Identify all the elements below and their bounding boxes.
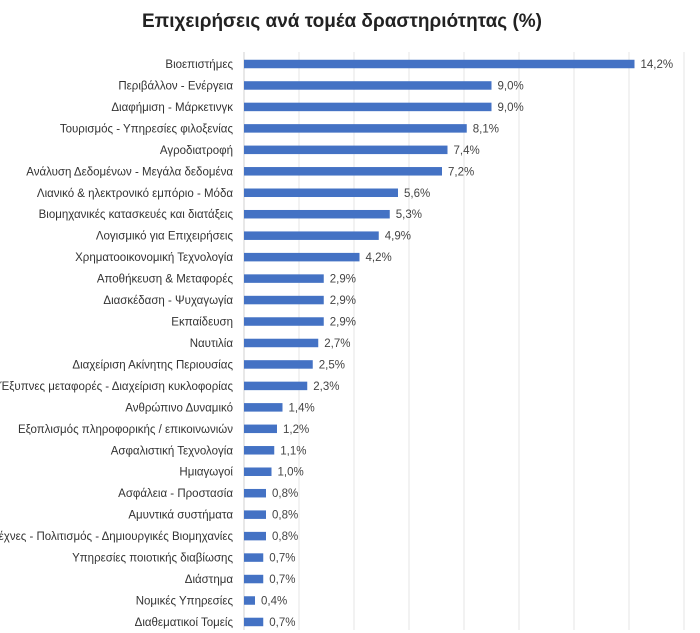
data-label: 0,7%	[269, 553, 295, 565]
category-label: Διάστημα	[185, 574, 234, 586]
bar	[244, 81, 492, 90]
category-label: Ανάλυση Δεδομένων - Μεγάλα δεδομένα	[26, 166, 233, 178]
data-label: 2,9%	[330, 295, 356, 307]
data-label: 7,4%	[454, 145, 480, 157]
bar	[244, 446, 275, 455]
category-label: Διαθεματικοί Τομείς	[135, 617, 234, 629]
data-label: 1,4%	[289, 402, 315, 414]
bars: Βιοεπιστήμες 14,2% Περιβάλλον - Ενέργεια 9,…	[0, 59, 673, 629]
bar	[244, 467, 272, 476]
category-label: Υπηρεσίες ποιοτικής διαβίωσης	[72, 553, 233, 565]
bar	[244, 274, 324, 283]
category-label: Λιανικό & ηλεκτρονικό εμπόριο - Μόδα	[37, 188, 233, 200]
category-label: Ασφαλιστική Τεχνολογία	[111, 445, 234, 457]
bar	[244, 617, 264, 627]
data-label: 1,0%	[278, 467, 304, 479]
bar	[244, 145, 448, 155]
bar	[244, 596, 255, 605]
data-label: 2,9%	[330, 274, 356, 286]
data-label: 2,3%	[313, 381, 339, 393]
bar	[244, 488, 266, 498]
category-label: Νομικές Υπηρεσίες	[136, 596, 234, 608]
bar	[244, 317, 324, 326]
bar	[244, 59, 635, 69]
bar	[244, 295, 324, 305]
data-label: 2,9%	[330, 317, 356, 329]
data-label: 7,2%	[448, 166, 474, 178]
data-label: 2,5%	[319, 359, 345, 371]
data-label: 1,2%	[283, 424, 309, 436]
chart-title: Επιχειρήσεις ανά τομέα δραστηριότητας (%…	[142, 11, 542, 32]
data-label: 0,7%	[269, 574, 295, 586]
category-label: Αγροδιατροφή	[160, 145, 233, 157]
data-label: 1,1%	[280, 445, 306, 457]
bar	[244, 188, 398, 198]
category-label: Λογισμικό για Επιχειρήσεις	[96, 231, 234, 243]
category-label: Περιβάλλον - Ενέργεια	[118, 80, 233, 92]
bar	[244, 381, 308, 391]
data-label: 5,3%	[396, 209, 422, 221]
category-label: Εκπαίδευση	[171, 317, 233, 329]
category-label: Αποθήκευση & Μεταφορές	[97, 274, 234, 286]
bar	[244, 574, 264, 584]
data-label: 0,4%	[261, 596, 287, 608]
data-label: 0,8%	[272, 488, 298, 500]
bar	[244, 124, 467, 133]
bar	[244, 338, 319, 348]
data-label: 9,0%	[498, 102, 524, 114]
data-label: 9,0%	[498, 80, 524, 92]
category-label: Βιοεπιστήμες	[165, 59, 233, 71]
category-label: Διαφήμιση - Μάρκετινγκ	[111, 102, 233, 114]
category-label: Ημιαγωγοί	[179, 467, 233, 479]
category-label: Χρηματοοικονομική Τεχνολογία	[75, 252, 233, 264]
bar	[244, 167, 442, 176]
category-label: Ανθρώπινο Δυναμικό	[125, 402, 233, 414]
data-label: 4,9%	[385, 231, 411, 243]
category-label: Βιομηχανικές κατασκευές και διατάξεις	[39, 209, 234, 221]
bar	[244, 231, 379, 240]
category-label: Αμυντικά συστήματα	[128, 510, 233, 522]
bar	[244, 360, 313, 369]
bar	[244, 102, 492, 112]
data-label: 14,2%	[641, 59, 674, 71]
data-label: 0,7%	[269, 617, 295, 629]
category-label: Διασκέδαση - Ψυχαγωγία	[103, 295, 233, 307]
category-label: Τέχνες - Πολιτισμός - Δημιουργικές Βιομη…	[0, 531, 233, 543]
category-label: Εξοπλισμός πληροφορικής / επικοινωνιών	[18, 424, 233, 436]
bar	[244, 531, 266, 541]
data-label: 2,7%	[324, 338, 350, 350]
bar	[244, 252, 360, 262]
data-label: 5,6%	[404, 188, 430, 200]
category-label: Τουρισμός - Υπηρεσίες φιλοξενίας	[60, 123, 234, 135]
bar	[244, 403, 283, 412]
data-label: 8,1%	[473, 123, 499, 135]
bar	[244, 424, 277, 434]
data-label: 0,8%	[272, 531, 298, 543]
category-label: Ναυτιλία	[190, 338, 234, 350]
category-label: Διαχείριση Ακίνητης Περιουσίας	[72, 359, 233, 371]
category-label: Ασφάλεια - Προστασία	[118, 488, 233, 500]
bar	[244, 553, 264, 562]
bar	[244, 209, 390, 219]
data-label: 0,8%	[272, 510, 298, 522]
category-label: Έξυπνες μεταφορές - Διαχείριση κυκλοφορί…	[0, 381, 233, 393]
bar	[244, 510, 266, 519]
data-label: 4,2%	[366, 252, 392, 264]
